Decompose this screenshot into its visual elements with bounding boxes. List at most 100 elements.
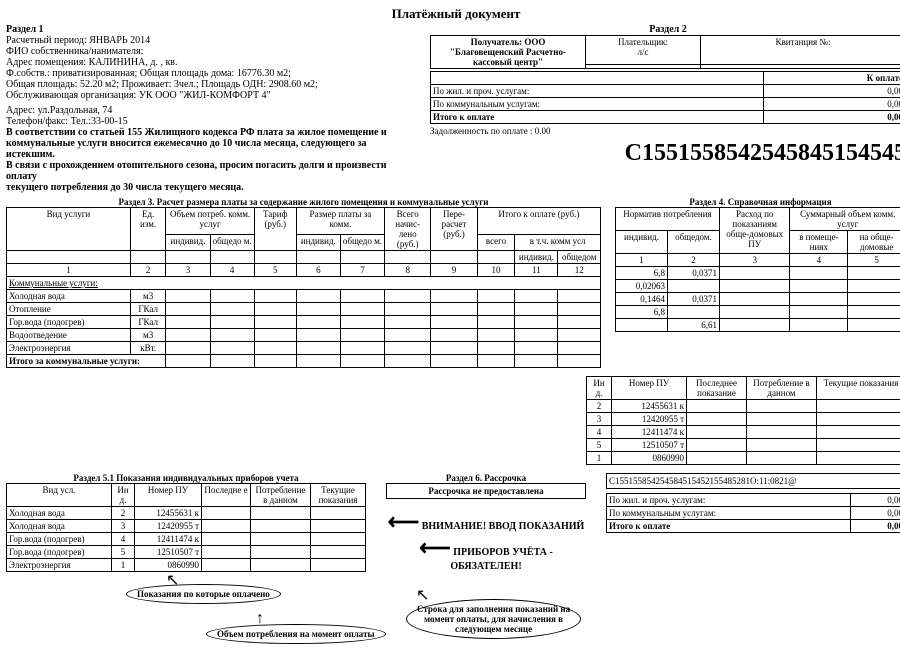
s1-period: Расчетный период: ЯНВАРЬ 2014 — [6, 35, 416, 46]
s3-colnum: 4 — [210, 264, 254, 277]
s1-law2: коммунальные услуги вносится ежемесячно … — [6, 138, 416, 160]
s3-c7: Пере-расчет (руб.) — [431, 208, 477, 251]
pay-row2: По коммунальным услугам: — [431, 98, 764, 111]
s3-c8: Итого к оплате (руб.) — [477, 208, 600, 235]
arrow-icon-2: ⟵ — [419, 535, 451, 560]
s5-c5: Потребление в данном — [251, 484, 311, 507]
s1-orgaddr: Адрес: ул.Раздольная, 74 — [6, 105, 416, 116]
s5-c2: Ин д. — [112, 484, 135, 507]
pay-row3: Итого к оплате — [431, 111, 764, 124]
recipient-1: Получатель: ООО — [471, 37, 546, 47]
s4-h2: Расход по показаниям обще-домовых ПУ — [719, 208, 789, 254]
s3-c1: Вид услуги — [7, 208, 131, 251]
s3-colnum: 5 — [254, 264, 296, 277]
s5-c1: Вид усл. — [7, 484, 112, 507]
s4-table: Норматив потребления Расход по показания… — [615, 207, 900, 332]
payer-table: Получатель: ООО "Благовещенский Расчетно… — [430, 35, 900, 69]
s4-h3: Суммарный объем комм. услуг — [790, 208, 900, 231]
s3-c8d: общедом — [558, 251, 601, 264]
doc-title: Платёжный документ — [6, 6, 900, 22]
recipient-3: кассовый центр" — [473, 57, 543, 67]
sum-v1: 0,00 — [851, 494, 900, 507]
m-h2: Номер ПУ — [612, 377, 687, 400]
s3-table: Вид услуги Ед. изм. Объем потреб. комм. … — [6, 207, 601, 368]
pay-v1: 0,00 — [763, 85, 900, 98]
table-row: Электроэнергия10860990 — [7, 559, 366, 572]
s3-c8b: в т.ч. комм усл — [515, 235, 601, 251]
table-row: 6,61 — [616, 319, 900, 332]
warn2: ПРИБОРОВ УЧЁТА - ОБЯЗАТЕЛЕН! — [450, 547, 552, 572]
s6-text: Рассрочка не предоставлена — [386, 483, 586, 499]
s4-h3b: на обще-домовые — [848, 231, 900, 254]
arrow-icon-1: ⟵ — [388, 509, 420, 534]
pay-row1: По жил. и проч. услугам: — [431, 85, 764, 98]
s3-header: Раздел 3. Расчет размера платы за содерж… — [6, 197, 601, 207]
s4-h1b: общедом. — [667, 231, 719, 254]
kv-h: Квитанция №: — [775, 37, 830, 47]
s3-c5b: общедо м. — [340, 235, 384, 251]
s3-c6: Всего начис-лено (руб.) — [385, 208, 431, 251]
s3-colnum: 11 — [515, 264, 558, 277]
s1-header: Раздел 1 — [6, 24, 416, 35]
s3-colnum: 1 — [7, 264, 131, 277]
m-h3: Последнее показание — [687, 377, 747, 400]
m-h1: Ин д. — [587, 377, 612, 400]
s1-area: Общая площадь: 52.20 м2; Проживает: 3чел… — [6, 79, 416, 90]
s3-c3a: индивид. — [166, 235, 210, 251]
pay-summary-top: К оплате По жил. и проч. услугам:0,00 По… — [430, 71, 900, 124]
s3-colnum: 9 — [431, 264, 477, 277]
table-row: 212455631 к — [587, 400, 900, 413]
arrow-up-2: ↑ — [256, 610, 264, 628]
s3-c3b: общедо м. — [210, 235, 254, 251]
s3-komm-header: Коммунальные услуги: — [7, 277, 601, 290]
table-row: 512510507 т — [587, 439, 900, 452]
s4-header: Раздел 4. Справочная информация — [615, 197, 900, 207]
s1-phone: Телефон/факс: Тел.:33-00-15 — [6, 116, 416, 127]
s3-c8c: индивид. — [515, 251, 558, 264]
s3-colnum: 7 — [340, 264, 384, 277]
callout-3: Строка для заполнения показаний на момен… — [406, 599, 581, 639]
sum-v2: 0,00 — [851, 507, 900, 520]
barcode-bottom: C155155854254584515452155485281O:11:0821… — [606, 473, 900, 489]
sum-r2: По коммунальным услугам: — [607, 507, 851, 520]
recipient-2: "Благовещенский Расчетно- — [450, 47, 566, 57]
s4-h1: Норматив потребления — [616, 208, 720, 231]
table-row: 0,02063 — [616, 280, 900, 293]
s3-colnum: 2 — [130, 264, 166, 277]
table-row: Холодная водам3 — [7, 290, 601, 303]
s3-colnum: 8 — [385, 264, 431, 277]
s3-colnum: 10 — [477, 264, 515, 277]
s4-h1a: индивид. — [616, 231, 668, 254]
ls-h: л/с — [638, 47, 649, 57]
table-row: 0,14640,0371 — [616, 293, 900, 306]
s1-fio: ФИО собственника/нанимателя: — [6, 46, 416, 57]
arrow-up-3: ↖ — [416, 585, 429, 605]
s5-c6: Текущие показания — [311, 484, 366, 507]
s1-org: Обслуживающая организация: УК ООО "ЖИЛ-К… — [6, 90, 416, 101]
table-row: ОтоплениеГКал — [7, 303, 601, 316]
s5-c3: Номер ПУ — [135, 484, 202, 507]
pay-v2: 0,00 — [763, 98, 900, 111]
arrow-up-1: ↖ — [166, 570, 179, 590]
section-1: Раздел 1 Расчетный период: ЯНВАРЬ 2014 Ф… — [6, 24, 416, 193]
s3-c5a: индивид. — [296, 235, 340, 251]
pay-h: К оплате — [763, 72, 900, 85]
table-row: Холодная вода212455631 к — [7, 507, 366, 520]
table-row: 412411474 к — [587, 426, 900, 439]
callout-2: Объем потребления на момент оплаты — [206, 624, 386, 644]
sum-v3: 0,00 — [851, 520, 900, 533]
table-row: Водоотведением3 — [7, 329, 601, 342]
m-h4: Потребление в данном — [747, 377, 817, 400]
table-row: Гор.вода (подогрев)512510507 т — [7, 546, 366, 559]
s1-priv: Ф.собств.: приватизированная; Общая площ… — [6, 68, 416, 79]
s3-total: Итого за коммунальные услуги: — [7, 355, 166, 368]
table-row: 312420955 т — [587, 413, 900, 426]
s3-colnum: 6 — [296, 264, 340, 277]
callout-1: Показания по которые оплачено — [126, 584, 281, 604]
s3-c8a: всего — [477, 235, 515, 251]
sum-r3: Итого к оплате — [607, 520, 851, 533]
s4-h3a: в помеще-ниях — [790, 231, 848, 254]
s1-law1: В соответствии со статьей 155 Жилищного … — [6, 127, 416, 138]
table-row: Холодная вода312420955 т — [7, 520, 366, 533]
table-row: Гор.вода (подогрев)ГКал — [7, 316, 601, 329]
